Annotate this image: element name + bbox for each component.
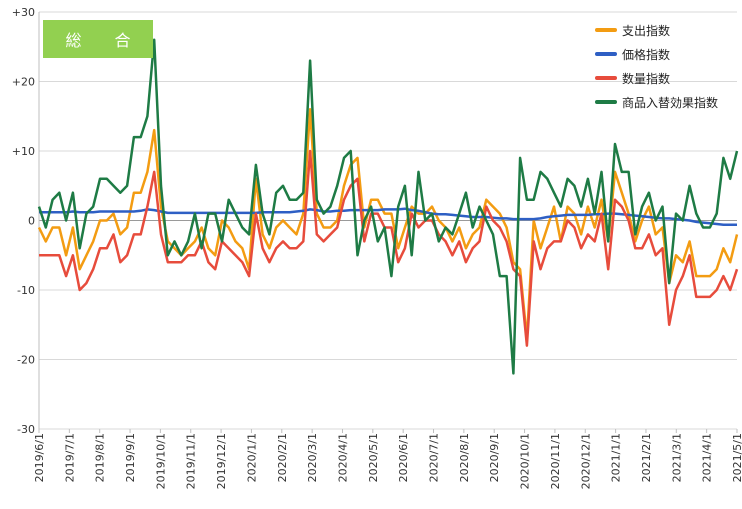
legend-label: 価格指数 (622, 47, 671, 62)
x-tick-label: 2020/7/1 (428, 433, 441, 482)
x-tick-label: 2019/9/1 (124, 433, 137, 482)
series-lines (37, 38, 739, 375)
legend-entry: 商品入替効果指数 (595, 90, 718, 114)
x-tick-label: 2020/6/1 (397, 433, 410, 482)
x-tick-label: 2019/8/1 (94, 433, 107, 482)
x-tick-label: 2020/12/1 (579, 433, 592, 489)
y-tick-label: -30 (17, 423, 35, 436)
x-axis-ticks: 2019/6/1 2019/7/1 2019/8/1 2019/9/1 2019/10/… (33, 429, 742, 489)
x-tick-label: 2021/4/1 (701, 433, 714, 482)
series-line (37, 38, 739, 375)
x-tick-label: 2020/1/1 (245, 433, 258, 482)
y-tick-label: 0 (28, 215, 35, 228)
x-tick-label: 2020/3/1 (306, 433, 319, 482)
y-axis-ticks: +30 +20 +10 0 -10 -20 -30 (12, 6, 35, 436)
legend: 支出指数価格指数数量指数商品入替効果指数 (595, 18, 718, 114)
x-tick-label: 2021/2/1 (640, 433, 653, 482)
series-line (37, 108, 739, 340)
legend-entry: 支出指数 (595, 18, 718, 42)
y-tick-label: -10 (17, 284, 35, 297)
x-tick-label: 2019/10/1 (154, 433, 167, 489)
x-tick-label: 2021/5/1 (731, 433, 742, 482)
x-tick-label: 2020/9/1 (488, 433, 501, 482)
y-tick-label: +20 (12, 76, 35, 89)
legend-swatch (595, 28, 617, 32)
x-tick-label: 2020/11/1 (549, 433, 562, 489)
series-line (39, 207, 737, 226)
x-tick-label: 2019/12/1 (215, 433, 228, 489)
legend-label: 商品入替効果指数 (622, 95, 719, 110)
x-tick-label: 2021/1/1 (610, 433, 623, 482)
legend-swatch (595, 100, 617, 104)
legend-entry: 数量指数 (595, 66, 718, 90)
x-tick-label: 2020/8/1 (458, 433, 471, 482)
legend-swatch (595, 52, 617, 56)
legend-entry: 価格指数 (595, 42, 718, 66)
panel-label-badge: 総 合 (43, 20, 153, 58)
x-tick-label: 2021/3/1 (670, 433, 683, 482)
x-tick-label: 2020/10/1 (519, 433, 532, 489)
series-line (39, 149, 739, 347)
legend-label: 数量指数 (622, 71, 671, 86)
x-tick-label: 2019/7/1 (63, 433, 76, 482)
x-tick-label: 2019/6/1 (33, 433, 46, 482)
x-tick-label: 2020/4/1 (336, 433, 349, 482)
y-tick-label: -20 (17, 354, 35, 367)
legend-swatch (595, 76, 617, 80)
x-tick-label: 2020/5/1 (367, 433, 380, 482)
y-tick-label: +30 (12, 6, 35, 19)
x-tick-label: 2020/2/1 (276, 433, 289, 482)
y-tick-label: +10 (12, 145, 35, 158)
legend-label: 支出指数 (622, 23, 671, 38)
x-tick-label: 2019/11/1 (185, 433, 198, 489)
